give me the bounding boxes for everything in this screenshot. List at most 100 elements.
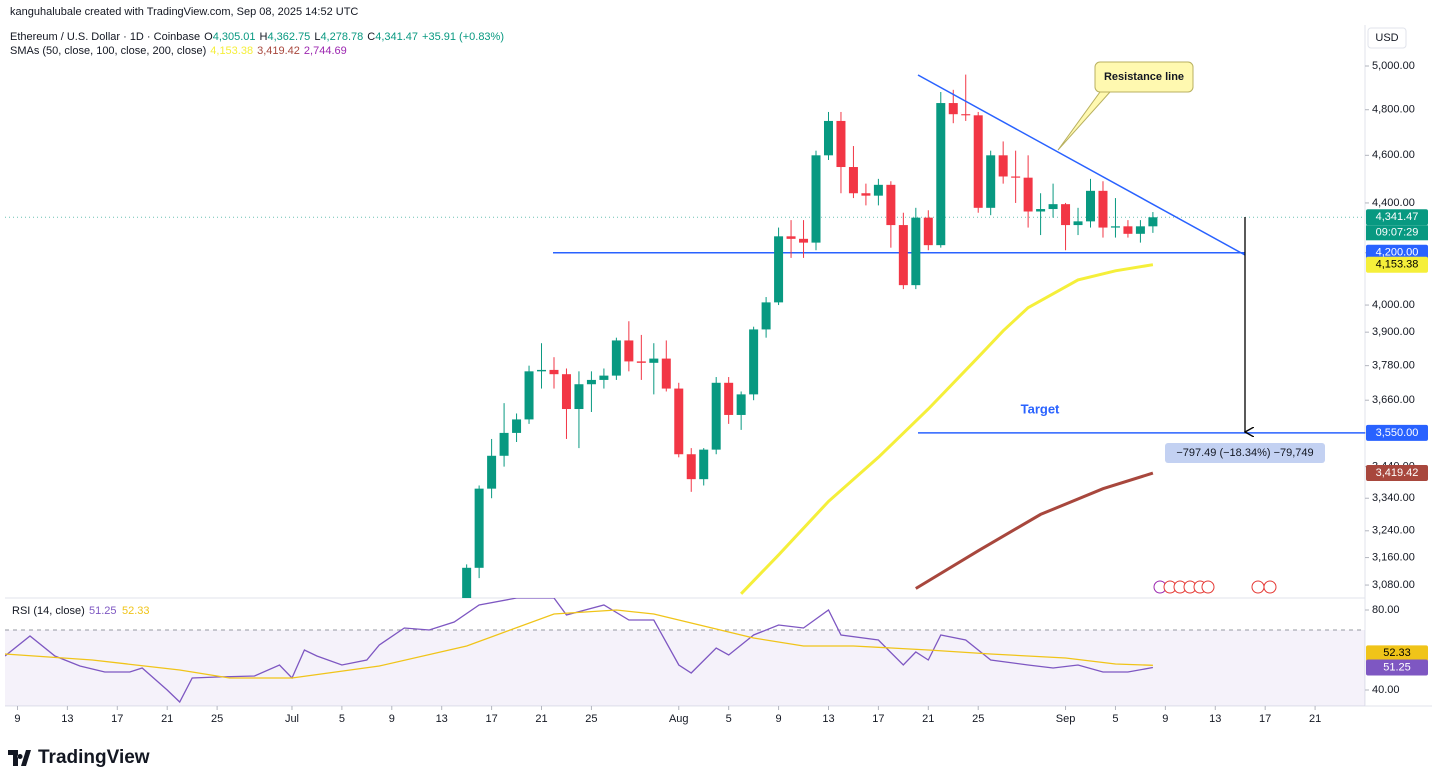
candle-body [1073, 221, 1083, 226]
x-tick-label: 13 [1209, 713, 1221, 725]
candle-body [986, 155, 996, 208]
logo-icon [8, 750, 31, 766]
y-tick-label: 4,800.00 [1372, 104, 1415, 116]
logo-text: TradingView [38, 747, 150, 768]
candle-body [724, 382, 734, 415]
ohlc-key: L [314, 31, 321, 43]
x-tick-label: 5 [339, 713, 345, 725]
series-line [5, 609, 1153, 679]
x-tick-label: 21 [1309, 713, 1321, 725]
axis-label-box [1366, 209, 1428, 226]
resistance-line [917, 74, 1246, 256]
x-tick-label: 9 [389, 713, 395, 725]
event-icon [1263, 580, 1277, 594]
axis-label: 52.33 [1383, 647, 1411, 659]
candle-body [499, 432, 509, 456]
candle-body [624, 340, 634, 362]
x-tick-label: 17 [1259, 713, 1271, 725]
ohlc-value: 4,305.01 [212, 31, 256, 43]
x-tick-label: 9 [1162, 713, 1168, 725]
series-line [740, 263, 1154, 595]
ohlc-value: 4,362.75 [267, 31, 311, 43]
y-tick-label: 4,000.00 [1372, 299, 1415, 311]
event-icon [1201, 580, 1215, 594]
candle-body [462, 567, 472, 598]
ohlc-key: C [367, 31, 376, 43]
x-tick-label: 21 [922, 713, 934, 725]
candle-body [487, 455, 497, 489]
candle-body [861, 193, 871, 196]
axis-label-box [1366, 256, 1428, 273]
candle-body [898, 225, 908, 286]
candle-body [1011, 176, 1021, 178]
countdown: 09:07:29 [1376, 227, 1419, 239]
sma-legend: SMAs (50, close, 100, close, 200, close)… [10, 45, 351, 57]
x-tick-label: 5 [726, 713, 732, 725]
axis-label-box [1366, 659, 1428, 676]
y-tick-label: 40.00 [1372, 684, 1400, 696]
candle-body [799, 238, 809, 243]
candle-body [886, 184, 896, 226]
y-tick-label: 4,400.00 [1372, 197, 1415, 209]
y-tick-label: 3,660.00 [1372, 394, 1415, 406]
rsi-legend-value: 51.25 [89, 605, 117, 617]
candle-body [711, 382, 721, 450]
change: +35.91 (+0.83%) [422, 31, 504, 43]
candle-body [736, 394, 746, 415]
x-tick-label: 25 [211, 713, 223, 725]
rsi-legend-value: 52.33 [122, 605, 150, 617]
x-tick-label: 9 [776, 713, 782, 725]
callout-tail [1057, 91, 1112, 151]
candle-body [1086, 190, 1096, 222]
series-line [915, 471, 1154, 590]
candle-body [1023, 177, 1033, 212]
y-tick-label: 3,780.00 [1372, 360, 1415, 372]
event-icons [1153, 580, 1277, 594]
x-tick-label: Sep [1056, 713, 1076, 725]
axis-label-box [1366, 424, 1428, 441]
candle-body [911, 217, 921, 286]
candle-body [761, 302, 771, 330]
callout-text: Resistance line [1104, 71, 1184, 83]
candle-body [649, 358, 659, 363]
candle-body [823, 120, 833, 156]
currency: USD [1375, 32, 1398, 44]
ohlc-value: 4,278.78 [320, 31, 364, 43]
candle-body [1135, 226, 1145, 234]
sma-value: 2,744.69 [303, 45, 347, 57]
ohlc-key: O [204, 31, 213, 43]
symbol-legend: Ethereum / U.S. Dollar · 1D · Coinbase O4… [10, 31, 508, 43]
x-tick-label: 21 [535, 713, 547, 725]
candle-body [1148, 217, 1158, 227]
candle-body [961, 114, 971, 116]
axes: 3,080.003,160.003,240.003,340.003,440.00… [14, 60, 1428, 725]
y-tick-label: 3,900.00 [1372, 326, 1415, 338]
y-tick-label: 3,160.00 [1372, 551, 1415, 563]
sma-value: 4,153.38 [210, 45, 254, 57]
y-tick-label: 5,000.00 [1372, 60, 1415, 72]
candle-body [686, 454, 696, 480]
candle-body [923, 217, 933, 246]
countdown-box [1366, 225, 1428, 241]
candle-body [537, 369, 547, 372]
candle-body [848, 167, 858, 194]
x-tick-label: 9 [14, 713, 20, 725]
callout-box [1094, 61, 1194, 93]
ohlc-key: H [259, 31, 268, 43]
candle-body [561, 374, 571, 410]
symbol: Ethereum / U.S. Dollar · 1D · Coinbase [10, 31, 201, 43]
candle-body [599, 375, 609, 380]
candle-body [1048, 204, 1058, 210]
candle-body [574, 384, 584, 410]
measure-box [1165, 443, 1325, 463]
target-text: Target [1021, 401, 1060, 416]
candle-body [936, 103, 946, 246]
axis-label: 4,341.47 [1376, 211, 1419, 223]
x-tick-label: Aug [669, 713, 689, 725]
x-tick-label: 17 [485, 713, 497, 725]
rsi-pane [5, 598, 1365, 706]
price-pane [5, 74, 1365, 598]
candle-body [774, 236, 784, 303]
x-tick-label: 13 [822, 713, 834, 725]
